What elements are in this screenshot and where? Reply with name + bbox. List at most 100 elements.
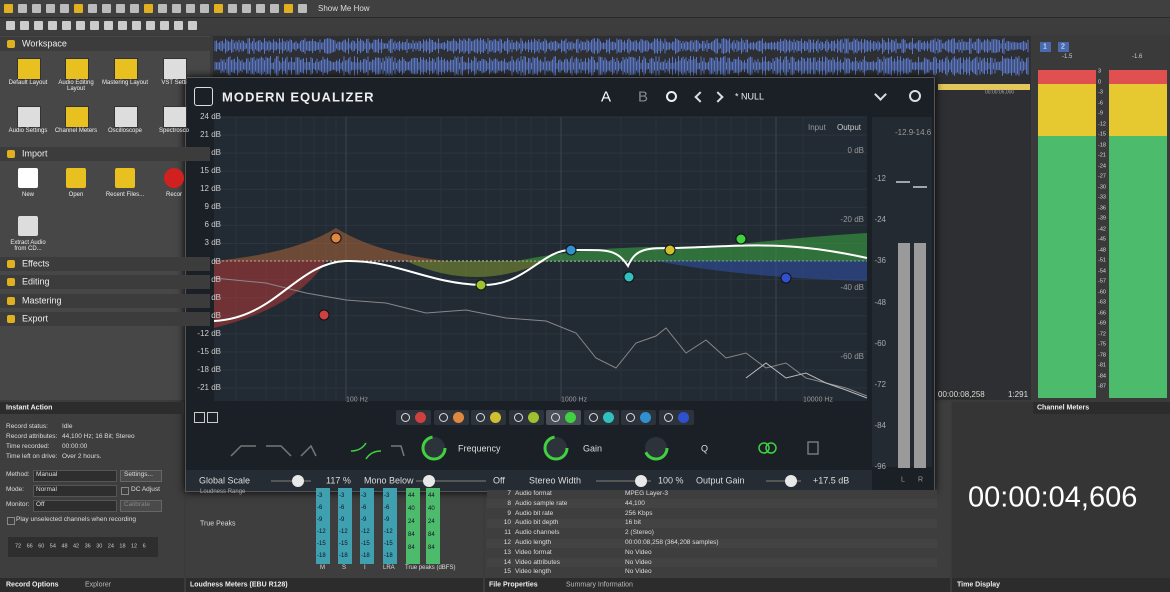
transport-icon[interactable] [174, 21, 183, 30]
slider-thumb[interactable] [292, 475, 304, 487]
dropdown[interactable] [33, 485, 117, 497]
workspace-icon[interactable] [65, 58, 89, 80]
toolbar-icon[interactable] [228, 4, 237, 13]
preset-b[interactable]: B [638, 88, 649, 106]
toolbar-icon[interactable] [102, 4, 111, 13]
dropdown[interactable] [33, 500, 117, 512]
transport-icon[interactable] [104, 21, 113, 30]
slider-thumb[interactable] [423, 475, 435, 487]
section-title[interactable]: Editing [22, 276, 50, 287]
toolbar-icon[interactable] [284, 4, 293, 13]
toolbar-icon[interactable] [172, 4, 181, 13]
section-header [0, 147, 210, 161]
meter-scale-label: -72 [874, 380, 886, 389]
toolbar-icon[interactable] [4, 4, 13, 13]
import-icon[interactable] [18, 216, 38, 236]
transport-icon[interactable] [90, 21, 99, 30]
checkbox[interactable] [121, 487, 129, 495]
section-title[interactable]: Import [22, 148, 48, 159]
status-value: 00:00:00 [62, 442, 88, 450]
dropdown-value[interactable]: Normal [36, 485, 57, 493]
button[interactable] [120, 470, 162, 482]
toolbar-icon[interactable] [116, 4, 125, 13]
transport-icon[interactable] [62, 21, 71, 30]
toolbar-icon[interactable] [214, 4, 223, 13]
help-button[interactable]: Show Me How [318, 4, 370, 13]
toolbar-icon[interactable] [32, 4, 41, 13]
toolbar-icon[interactable] [18, 4, 27, 13]
transport-icon[interactable] [188, 21, 197, 30]
workspace-icon[interactable] [163, 58, 187, 80]
import-icon[interactable] [115, 168, 135, 188]
control-label: Stereo Width [529, 475, 582, 486]
workspace-icon[interactable] [114, 58, 138, 80]
transport-icon[interactable] [118, 21, 127, 30]
preset-name[interactable]: * NULL [735, 91, 765, 102]
import-icon[interactable] [164, 168, 184, 188]
delete-band [807, 441, 819, 455]
checkbox-label[interactable]: Play unselected channels when recording [16, 515, 136, 523]
toolbar-icon[interactable] [186, 4, 195, 13]
add-band[interactable] [194, 412, 205, 423]
status-label: Time left on drive: [6, 452, 58, 460]
import-icon[interactable] [18, 168, 38, 188]
import-icon[interactable] [66, 168, 86, 188]
toolbar-icon[interactable] [298, 4, 307, 13]
workspace-icon[interactable] [17, 58, 41, 80]
link-icon [758, 442, 770, 454]
workspace-icon[interactable] [17, 106, 41, 128]
section-title[interactable]: Export [22, 313, 49, 324]
transport-icon[interactable] [20, 21, 29, 30]
toolbar-icon[interactable] [88, 4, 97, 13]
output-label: Output [837, 123, 862, 132]
slider-thumb[interactable] [635, 475, 647, 487]
preset-a[interactable]: A [601, 88, 612, 106]
peak-meter [426, 488, 440, 564]
settings-button[interactable] [666, 91, 677, 102]
section-title[interactable]: Mastering [22, 295, 62, 306]
transport-icon[interactable] [76, 21, 85, 30]
button-label[interactable]: Settings... [124, 470, 153, 478]
transport-icon[interactable] [146, 21, 155, 30]
toolbar-icon[interactable] [130, 4, 139, 13]
property-row [487, 548, 937, 558]
timeline-position: 00:00:06,000 [985, 89, 1015, 96]
toolbar-icon[interactable] [60, 4, 69, 13]
toolbar-icon[interactable] [144, 4, 153, 13]
toolbar-icon[interactable] [74, 4, 83, 13]
toolbar-icon[interactable] [256, 4, 265, 13]
transport-icon[interactable] [48, 21, 57, 30]
dropdown[interactable] [33, 470, 117, 482]
gain-scale-label: -21 dB [197, 383, 221, 393]
toolbar-icon[interactable] [242, 4, 251, 13]
toolbar-icon[interactable] [270, 4, 279, 13]
workspace-icon[interactable] [163, 106, 187, 128]
toolbar-icon[interactable] [158, 4, 167, 13]
section-header [0, 311, 210, 326]
checkbox-label[interactable]: DC Adjust [131, 485, 160, 493]
tab[interactable]: Summary Information [566, 581, 633, 589]
bypass-button[interactable] [909, 90, 921, 102]
transport-icon[interactable] [160, 21, 169, 30]
toolbar-icon[interactable] [46, 4, 55, 13]
dropdown-value[interactable]: Manual [36, 470, 58, 478]
button[interactable] [120, 500, 162, 512]
section-title[interactable]: Workspace [22, 38, 67, 49]
workspace-icon[interactable] [114, 106, 138, 128]
toolbar-icon[interactable] [200, 4, 209, 13]
tab[interactable]: Explorer [85, 581, 112, 589]
checkbox[interactable] [7, 517, 15, 525]
slider-thumb[interactable] [785, 475, 797, 487]
control-value: +17.5 dB [813, 475, 850, 486]
transport-icon[interactable] [34, 21, 43, 30]
band-color [640, 412, 651, 423]
transport-icon[interactable] [132, 21, 141, 30]
tab[interactable]: Record Options [6, 581, 59, 589]
button-label[interactable]: Calibrate [124, 500, 151, 508]
section-title[interactable]: Effects [22, 258, 50, 269]
remove-band[interactable] [207, 412, 218, 423]
transport-icon[interactable] [6, 21, 15, 30]
workspace-icon[interactable] [65, 106, 89, 128]
dropdown-value[interactable]: Off [36, 500, 45, 508]
band-handle [565, 244, 577, 256]
